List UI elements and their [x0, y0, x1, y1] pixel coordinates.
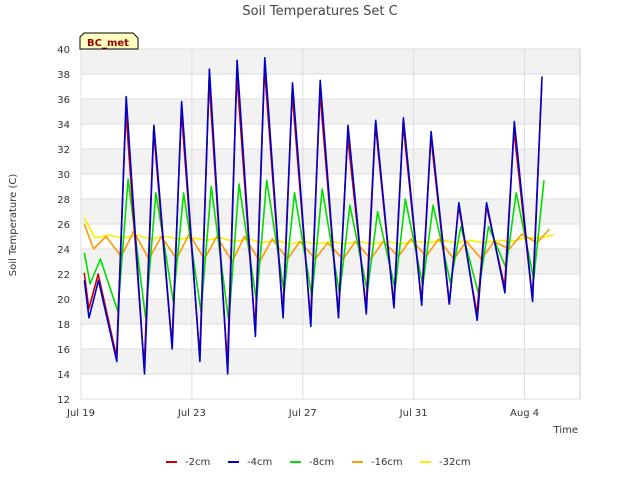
- legend-label: -8cm: [309, 457, 334, 468]
- y-tick-label: 30: [57, 170, 70, 181]
- x-axis-label: Time: [553, 425, 578, 436]
- station-badge: BC_met: [79, 32, 139, 50]
- chart-title: Soil Temperatures Set C: [242, 4, 397, 19]
- series-line--4cm: [83, 57, 543, 375]
- series-lines: [83, 57, 554, 375]
- y-tick-label: 40: [57, 45, 70, 56]
- y-tick-label: 22: [57, 270, 70, 281]
- y-tick-label: 36: [57, 95, 70, 106]
- plot-band: [81, 149, 580, 174]
- plot-band: [81, 299, 580, 324]
- y-axis-ticks: 12 14 16 18 20 22 24 26 28 30 32 34 36 38 40: [57, 45, 70, 406]
- legend: -2cm -4cm -8cm -16cm -32cm: [166, 457, 471, 468]
- y-tick-label: 38: [57, 70, 70, 81]
- y-tick-label: 32: [57, 145, 70, 156]
- y-tick-label: 34: [57, 120, 70, 131]
- y-tick-label: 24: [57, 245, 70, 256]
- y-tick-label: 16: [57, 345, 70, 356]
- x-tick-label: Aug 4: [510, 408, 539, 419]
- x-tick-label: Jul 19: [66, 408, 95, 419]
- y-tick-label: 12: [57, 395, 70, 406]
- y-axis-label: Soil Temperature (C): [8, 174, 19, 277]
- y-tick-label: 18: [57, 320, 70, 331]
- y-tick-label: 20: [57, 295, 70, 306]
- plot-band: [81, 49, 580, 74]
- badge-label: BC_met: [87, 38, 129, 49]
- y-tick-label: 28: [57, 195, 70, 206]
- y-tick-label: 26: [57, 220, 70, 231]
- legend-label: -4cm: [247, 457, 272, 468]
- x-tick-label: Jul 23: [177, 408, 206, 419]
- plot-band: [81, 99, 580, 124]
- plot-band: [81, 349, 580, 374]
- legend-label: -2cm: [185, 457, 210, 468]
- x-tick-label: Jul 31: [399, 408, 428, 419]
- x-axis-ticks: Jul 19 Jul 23 Jul 27 Jul 31 Aug 4: [66, 408, 539, 419]
- x-tick-label: Jul 27: [288, 408, 317, 419]
- legend-label: -16cm: [371, 457, 403, 468]
- badge-box: [79, 32, 139, 50]
- y-tick-label: 14: [57, 370, 70, 381]
- legend-label: -32cm: [439, 457, 471, 468]
